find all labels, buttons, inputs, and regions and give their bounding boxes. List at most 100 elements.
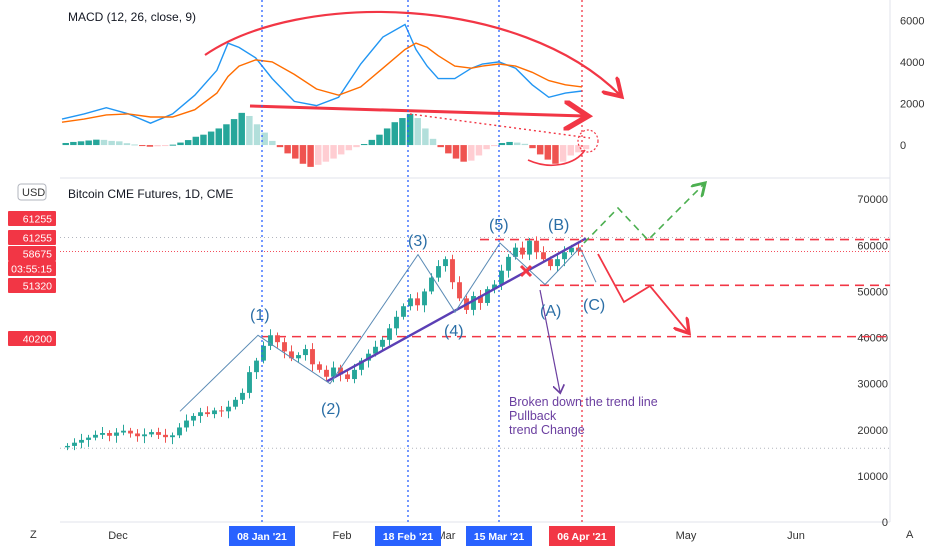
candle-body [562,252,567,260]
currency-label: USD [22,187,45,199]
price-axis: 70000 60000 50000 40000 30000 20000 10000 0 [857,194,888,529]
candle-body [72,442,77,446]
annotation-arrow [539,289,560,392]
price-tick-4: 30000 [857,379,888,391]
candle-body [380,339,385,347]
candle-body [100,433,105,435]
candle-body [219,410,224,412]
macd-hist-bar [116,141,123,146]
candle-body [254,360,259,373]
candle-body [499,270,504,285]
macd-hist-bar [544,145,552,160]
macd-circle [577,129,599,153]
candle-body [450,259,455,283]
macd-hist-bar [536,145,544,155]
price-tick-7: 0 [882,517,888,529]
candle-body [205,412,210,415]
candle-body [114,432,119,436]
price-tick-2: 50000 [857,286,888,298]
macd-hist-bar [445,145,452,154]
macd-hist-bar [70,141,77,146]
macd-lines [61,23,583,124]
currency-box[interactable] [17,183,47,201]
macd-title: MACD (12, 26, close, 9) [68,10,196,24]
macd-hist-bar [575,145,582,153]
macd-hist-bar [292,145,299,159]
macd-hist-bar [483,145,490,150]
candle-body [345,374,350,380]
candle-body [317,364,322,370]
candle-body [555,259,560,267]
candle-body [177,427,182,436]
macd-hist-bar [498,142,506,146]
candle-body [184,420,189,428]
price-tick-1: 60000 [857,240,888,252]
macd-series-signal [61,42,583,123]
candle-body [156,432,161,435]
wave-label-4: (4) [444,323,464,340]
candle-body [121,430,126,433]
macd-hist-bar [85,140,92,146]
wave-label-c: (C) [583,297,605,314]
wave-label-b: (B) [548,217,569,234]
bullish-forecast-path [583,184,704,244]
macd-hist-bar [475,145,483,156]
elliott-wave-path [179,242,597,412]
annotation-line-2: Pullback [509,409,557,423]
price-tag-box [8,246,56,261]
price-tag-label: 61255 [23,233,52,245]
date-label-box [466,526,532,546]
macd-hist-bar [368,139,376,146]
price-tag-box [8,278,56,293]
wave-label-3: (3) [408,233,428,250]
candle-body [198,412,203,416]
candle-body [128,430,133,434]
candle-body [408,298,413,307]
macd-hist-bar [131,144,138,146]
candle-body [541,252,546,260]
macd-hist-bar [399,118,406,146]
candle-body [429,277,434,292]
candle-body [163,434,168,438]
macd-hist-bar [93,139,100,146]
macd-hist-bar [391,122,398,146]
candle-body [226,406,231,412]
macd-hist-bar [414,118,421,146]
macd-hist-bar [437,145,444,148]
candle-body [352,369,357,380]
auto-scale-toggle[interactable]: A [906,529,914,541]
price-tag-box [8,261,56,276]
candle-body [422,291,427,306]
price-tick-5: 20000 [857,425,888,437]
price-tag-label: 03:55:15 [11,264,52,276]
macd-arc-arrow [204,10,620,95]
candle-body [443,259,448,267]
candle-body [569,247,574,253]
candle-body [268,335,273,346]
candle-body [331,367,336,377]
macd-hist-bar [123,143,131,146]
macd-tick-2: 2000 [900,99,924,111]
price-tag-box [8,230,56,245]
macd-hist-bar [161,145,169,147]
bearish-forecast-path [597,253,688,332]
date-label: 18 Feb '21 [383,531,434,543]
macd-hist-bar [337,145,345,155]
time-tick-mar: Mar [437,530,456,542]
macd-series-macd [61,23,583,124]
candle-body [401,306,406,317]
log-scale-toggle[interactable]: Z [30,529,37,541]
candle-body [233,399,238,407]
macd-tick-3: 0 [900,140,906,152]
candle-body [275,335,280,343]
wave-label-2: (2) [321,401,341,418]
candle-body [86,437,91,440]
candle-body [324,369,329,377]
candle-body [149,432,154,435]
candle-body [527,240,532,255]
candle-body [93,434,98,438]
macd-hist-bar [192,136,200,146]
time-tick-may: May [676,530,697,542]
breakdown-x-marker [519,264,533,278]
